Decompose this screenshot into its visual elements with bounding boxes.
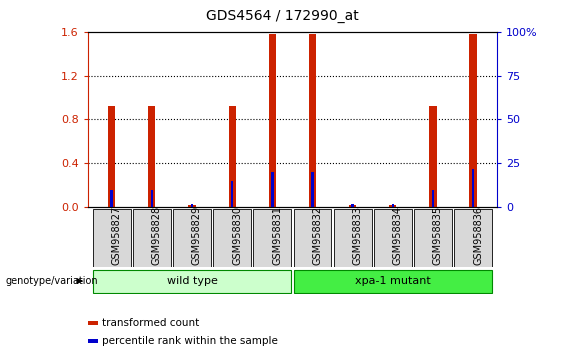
Text: GSM958834: GSM958834 [393,206,403,265]
Bar [392,204,394,207]
Bar [351,204,354,207]
Bar [269,34,276,207]
Text: GSM958828: GSM958828 [152,206,162,265]
Bar [334,209,372,267]
Bar [93,270,291,292]
Bar [374,209,412,267]
Bar [472,169,474,207]
Bar [151,190,153,207]
Bar [429,106,437,207]
Bar [188,205,195,207]
Bar [294,270,492,292]
Text: xpa-1 mutant: xpa-1 mutant [355,276,431,286]
Bar [88,339,98,343]
Bar [414,209,452,267]
Text: GSM958831: GSM958831 [272,206,282,265]
Bar [349,205,357,207]
Bar [93,209,131,267]
Text: wild type: wild type [167,276,218,286]
Bar [173,209,211,267]
Text: GSM958835: GSM958835 [433,206,443,265]
Bar [271,172,273,207]
Bar [228,106,236,207]
Bar [311,172,314,207]
Text: GDS4564 / 172990_at: GDS4564 / 172990_at [206,9,359,23]
Bar [148,106,155,207]
Text: GSM958833: GSM958833 [353,206,363,265]
Text: GSM958832: GSM958832 [312,206,323,265]
Text: transformed count: transformed count [102,318,199,328]
Bar [454,209,492,267]
Bar [309,34,316,207]
Text: percentile rank within the sample: percentile rank within the sample [102,336,278,346]
Bar [254,209,291,267]
Text: GSM958836: GSM958836 [473,206,483,265]
Bar [88,321,98,325]
Text: GSM958829: GSM958829 [192,206,202,265]
Bar [133,209,171,267]
Text: genotype/variation: genotype/variation [6,276,98,286]
Bar [191,204,193,207]
Bar [213,209,251,267]
Bar [389,205,397,207]
Bar [294,209,331,267]
Text: GSM958830: GSM958830 [232,206,242,265]
Bar [111,190,113,207]
Bar [470,34,477,207]
Bar [231,181,233,207]
Bar [432,190,434,207]
Bar [108,106,115,207]
Text: GSM958827: GSM958827 [112,206,121,265]
